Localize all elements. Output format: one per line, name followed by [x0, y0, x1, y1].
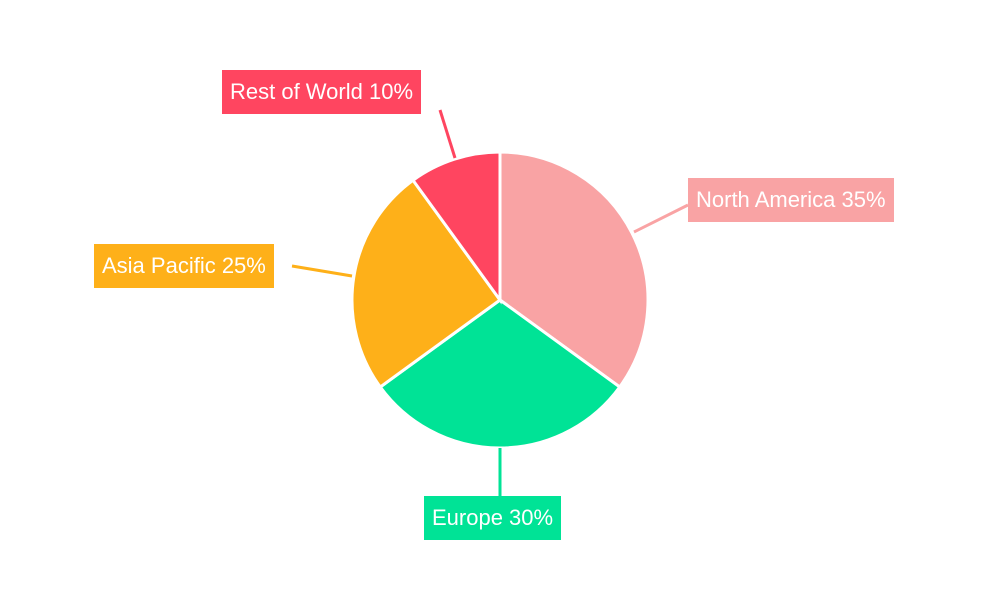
data-label: Rest of World 10%: [222, 70, 422, 114]
pie-slice-north-america[interactable]: [498, 150, 650, 390]
leader-line: [438, 109, 457, 159]
leader-line: [291, 264, 353, 278]
pie-slice-rest-of-world[interactable]: [410, 150, 502, 305]
data-label: Asia Pacific 25%: [94, 244, 274, 288]
data-label: Europe 30%: [424, 496, 562, 540]
data-label: North America 35%: [688, 178, 894, 222]
leader-line: [633, 203, 689, 234]
pie-slice-europe[interactable]: [378, 298, 622, 450]
pie-slice-asia-pacific[interactable]: [350, 178, 503, 390]
